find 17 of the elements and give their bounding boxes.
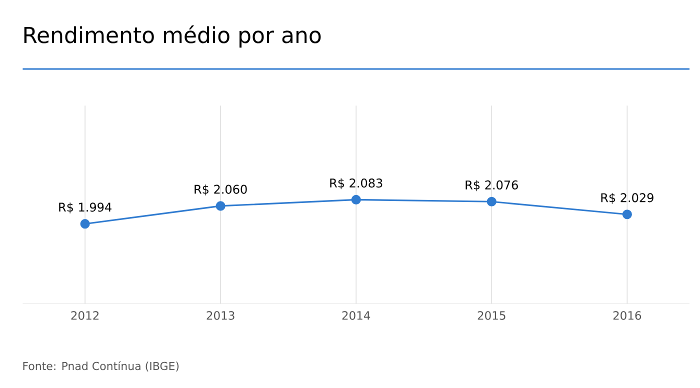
x-tick-label: 2016 [613, 311, 642, 320]
point [351, 194, 361, 205]
x-tick-label: 2015 [478, 311, 506, 320]
data-label: R$ 2.029 [601, 192, 654, 204]
x-tick-label: 2014 [342, 311, 370, 320]
data-label: R$ 2.060 [194, 184, 247, 196]
data-label: R$ 1.994 [59, 202, 112, 214]
chart-title: Rendimento médio por ano [24, 25, 321, 48]
data-label: R$ 2.083 [330, 178, 382, 190]
point [622, 210, 632, 220]
point [80, 219, 90, 229]
point [216, 201, 226, 211]
x-tick-label: 2013 [206, 311, 234, 320]
data-label: R$ 2.076 [466, 180, 518, 192]
source-note: Fonte: Pnad Contínua (IBGE) [23, 361, 179, 372]
point [486, 196, 496, 206]
x-tick-label: 2012 [71, 311, 99, 320]
